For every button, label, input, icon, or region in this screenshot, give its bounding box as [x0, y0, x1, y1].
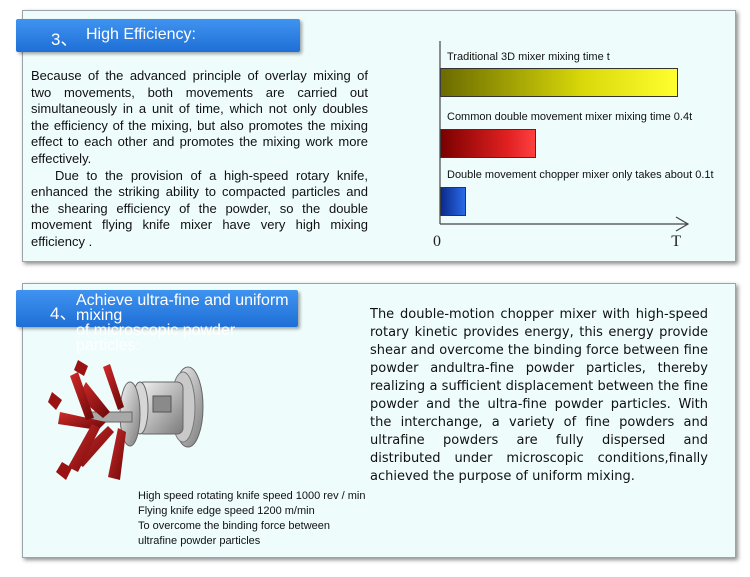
section-4-title-line-1: Achieve ultra-fine and uniform mixing [76, 292, 289, 324]
section-3-banner: 3、 High Efficiency: [16, 19, 300, 52]
chart-axes [439, 41, 690, 232]
section-3-title: High Efficiency: [86, 26, 196, 43]
section-4-number: 4、 [50, 304, 77, 323]
section-3-paragraph-1: Because of the advanced principle of ove… [31, 68, 368, 166]
section-3-paragraph-2: Due to the provision of a high-speed rot… [31, 167, 368, 249]
spec-line-4: ultrafine powder particles [138, 535, 261, 547]
ultra-fine-mixing-panel: 4、 Achieve ultra-fine and uniform mixing… [16, 283, 736, 558]
x-tick-label-0: 0 [433, 233, 441, 250]
mixing-time-chart: Traditional 3D mixer mixing time t Commo… [403, 41, 723, 256]
x-tick-label-T: T [671, 233, 681, 250]
spec-line-1: High speed rotating knife speed 1000 rev… [138, 490, 366, 502]
rotor-specs: High speed rotating knife speed 1000 rev… [138, 489, 365, 549]
section-3-number: 3、 [51, 30, 78, 49]
bar-label-common: Common double movement mixer mixing time… [447, 111, 693, 123]
bar-traditional [440, 68, 679, 97]
spec-line-3: To overcome the binding force between [138, 520, 331, 532]
x-axis-arrow-icon [675, 216, 690, 232]
flying-knife-rotor-image [48, 360, 204, 480]
section-4-paragraph: The double-motion chopper mixer with hig… [370, 307, 708, 484]
bar-common [440, 129, 537, 158]
high-efficiency-panel: 3、 High Efficiency: Because of the advan… [16, 10, 736, 262]
section-3-text: Because of the advanced principle of ove… [31, 68, 368, 251]
bar-label-chopper: Double movement chopper mixer only takes… [447, 169, 714, 181]
section-4-banner: 4、 Achieve ultra-fine and uniform mixing… [16, 290, 298, 354]
section-4-title-line-2: of microscopic powder particles: [76, 322, 236, 354]
bar-chopper [440, 187, 466, 216]
bar-label-traditional: Traditional 3D mixer mixing time t [447, 51, 610, 63]
spec-line-2: Flying knife edge speed 1200 m/min [138, 505, 315, 517]
section-4-title: Achieve ultra-fine and uniform mixing of… [76, 292, 298, 354]
